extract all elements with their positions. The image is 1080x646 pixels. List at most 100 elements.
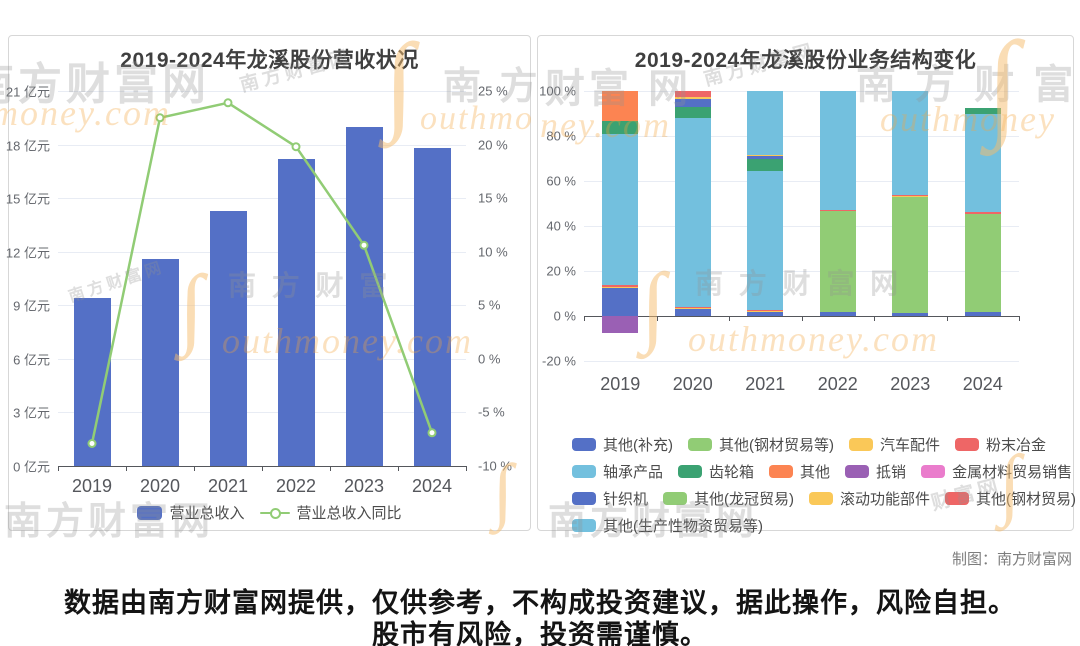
legend-label: 营业总收入同比 xyxy=(296,505,402,522)
stack-segment-2024[interactable] xyxy=(964,311,1001,316)
gridline xyxy=(584,136,1019,137)
stack-segment-2019[interactable] xyxy=(602,121,639,134)
legend-item[interactable]: 齿轮箱 xyxy=(678,461,754,482)
bar-2019[interactable] xyxy=(74,298,111,466)
legend-item[interactable]: 滚动功能部件 xyxy=(809,488,930,509)
legend-item[interactable]: 针织机 xyxy=(572,488,648,509)
stack-segment-2019[interactable] xyxy=(602,91,639,122)
gridline xyxy=(58,144,466,146)
x-axis-tick xyxy=(1019,316,1020,321)
stack-segment-2022[interactable] xyxy=(819,210,856,212)
gridline xyxy=(58,251,466,253)
stack-segment-2023[interactable] xyxy=(892,196,929,314)
x-axis-label: 2024 xyxy=(962,374,1003,394)
gridline xyxy=(58,91,466,92)
growth-line-point-2021[interactable] xyxy=(223,98,233,108)
stack-segment-2021[interactable] xyxy=(747,158,784,171)
stack-segment-2024[interactable] xyxy=(964,213,1001,312)
legend-label: 其他(补充) xyxy=(603,437,673,454)
legend-item[interactable]: 其他(生产性物资贸易等) xyxy=(572,515,763,536)
stack-segment-2019[interactable] xyxy=(602,285,639,287)
gridline xyxy=(58,198,466,200)
bar-2024[interactable] xyxy=(414,148,451,466)
y-axis-right-label: 10 % xyxy=(478,244,508,260)
stack-segment-2019[interactable] xyxy=(602,133,639,286)
legend-label: 营业总收入 xyxy=(169,505,245,522)
legend-item[interactable]: 汽车配件 xyxy=(849,434,940,455)
legend-item-growth[interactable]: 营业总收入同比 xyxy=(259,502,402,523)
y-axis-left-label: 6 亿元 xyxy=(13,352,50,368)
stack-segment-2024[interactable] xyxy=(964,113,1001,212)
legend-swatch-icon xyxy=(678,465,703,478)
y-axis-label: -20 % xyxy=(542,353,576,369)
gridline xyxy=(58,412,466,414)
bar-2020[interactable] xyxy=(142,258,179,466)
x-axis-label: 2020 xyxy=(139,476,181,496)
x-axis-label: 2019 xyxy=(71,476,113,496)
legend-item[interactable]: 其他(龙冠贸易) xyxy=(663,488,794,509)
stack-segment-2020[interactable] xyxy=(674,91,711,97)
legend-item-revenue[interactable]: 营业总收入 xyxy=(137,502,245,523)
stack-segment-2020[interactable] xyxy=(674,309,711,316)
stack-segment-2023[interactable] xyxy=(892,91,929,195)
x-axis-tick xyxy=(466,466,467,471)
gridline xyxy=(58,305,466,307)
stack-segment-2021[interactable] xyxy=(747,170,784,310)
y-axis-label: 0 % xyxy=(553,308,576,324)
stack-segment-2024[interactable] xyxy=(964,107,1001,114)
stack-segment-2020[interactable] xyxy=(674,308,711,310)
stack-segment-2021[interactable] xyxy=(747,310,784,312)
stack-segment-2021[interactable] xyxy=(747,91,784,155)
legend-row: 其他(生产性物资贸易等) xyxy=(572,515,763,536)
stack-segment-2021[interactable] xyxy=(747,156,784,159)
stack-segment-2024[interactable] xyxy=(964,211,1001,214)
legend-label: 其他(龙冠贸易) xyxy=(694,491,795,508)
legend-swatch-icon xyxy=(845,465,870,478)
gridline xyxy=(584,226,1019,227)
y-axis-left-label: 0 亿元 xyxy=(13,459,50,475)
bar-2022[interactable] xyxy=(278,158,315,466)
legend-item[interactable]: 其他(钢材贸易) xyxy=(945,488,1076,509)
stack-segment-2023[interactable] xyxy=(892,195,929,197)
gridline xyxy=(584,271,1019,272)
x-axis-tick xyxy=(874,316,875,321)
legend-label: 其他(钢材贸易) xyxy=(976,491,1077,508)
stack-segment-2019[interactable] xyxy=(602,286,639,288)
stack-segment-2022[interactable] xyxy=(819,211,856,312)
stack-segment-2020[interactable] xyxy=(674,117,711,307)
stack-segment-2019[interactable] xyxy=(602,287,639,316)
legend-label: 金属材料贸易销售 xyxy=(952,464,1073,481)
legend-item[interactable]: 粉末冶金 xyxy=(955,434,1046,455)
stack-segment-2022[interactable] xyxy=(819,311,856,316)
stack-segment-2023[interactable] xyxy=(892,313,929,316)
stack-segment-2022[interactable] xyxy=(819,209,856,211)
stack-segment-2021[interactable] xyxy=(747,311,784,316)
stack-segment-2020[interactable] xyxy=(674,96,711,100)
legend-item[interactable]: 轴承产品 xyxy=(572,461,663,482)
bar-2023[interactable] xyxy=(346,126,383,466)
stack-segment-2020[interactable] xyxy=(674,99,711,107)
structure-chart-title: 2019-2024年龙溪股份业务结构变化 xyxy=(634,49,977,72)
stack-segment-2023[interactable] xyxy=(892,194,929,196)
stack-segment-2022[interactable] xyxy=(819,91,856,210)
legend-label: 针织机 xyxy=(603,491,649,508)
y-axis-left-label: 9 亿元 xyxy=(13,298,50,314)
legend-item[interactable]: 抵销 xyxy=(845,461,906,482)
bar-2021[interactable] xyxy=(210,210,247,466)
growth-line-point-2020[interactable] xyxy=(155,113,165,123)
legend-item[interactable]: 金属材料贸易销售 xyxy=(921,461,1072,482)
stack-segment-2020[interactable] xyxy=(674,307,711,309)
legend-swatch-icon xyxy=(955,438,980,451)
stack-segment-2020[interactable] xyxy=(674,106,711,118)
y-axis-right-label: 15 % xyxy=(478,190,508,206)
stack-segment-2019[interactable] xyxy=(602,316,639,333)
legend-item[interactable]: 其他(补充) xyxy=(572,434,673,455)
legend-swatch-icon xyxy=(945,492,970,505)
stack-segment-2021[interactable] xyxy=(747,309,784,311)
legend-item[interactable]: 其他(钢材贸易等) xyxy=(688,434,834,455)
credit-text: 制图：南方财富网 xyxy=(951,551,1072,568)
legend-item[interactable]: 其他 xyxy=(769,461,830,482)
y-axis-label: 40 % xyxy=(546,218,576,234)
stack-segment-2021[interactable] xyxy=(747,154,784,157)
x-axis-label: 2021 xyxy=(207,476,249,496)
